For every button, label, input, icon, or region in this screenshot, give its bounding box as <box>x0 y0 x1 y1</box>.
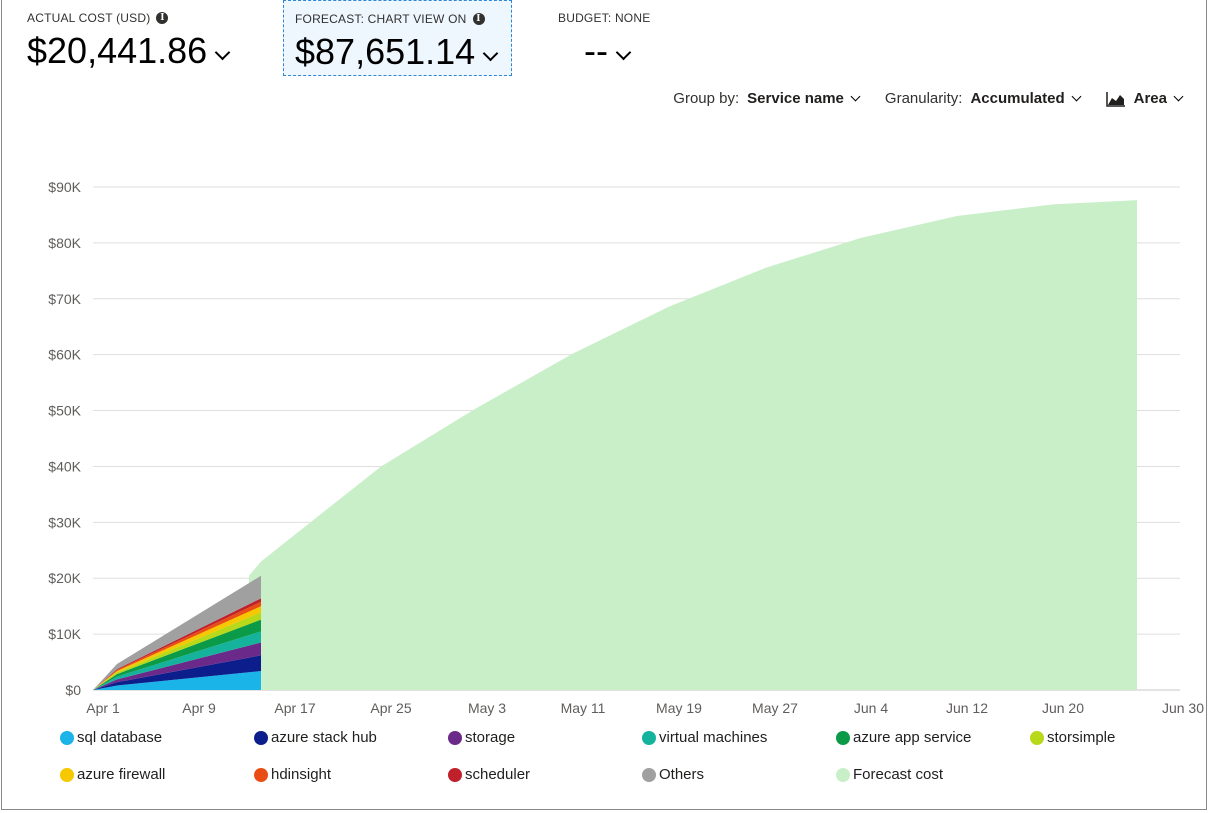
info-icon[interactable]: i <box>156 12 169 24</box>
legend-label: scheduler <box>465 766 531 783</box>
group-by-value: Service name <box>747 90 844 107</box>
granularity-dropdown[interactable]: Granularity: Accumulated <box>884 90 1082 107</box>
legend-label: azure app service <box>853 729 972 746</box>
legend-swatch-icon <box>60 767 74 782</box>
series-area-virtual-machines <box>93 631 261 690</box>
actual-cost-label-row: ACTUAL COST (USD) i <box>27 0 228 36</box>
actual-cost-value: $20,441.86 <box>27 30 208 71</box>
series-area-storage <box>93 642 261 690</box>
chart-legend: sql database azure stack hub storage virtua… <box>60 728 1210 784</box>
granularity-label: Granularity: <box>884 90 963 107</box>
legend-item[interactable]: Others <box>642 765 836 784</box>
info-icon[interactable]: i <box>472 13 485 25</box>
legend-item[interactable]: hdinsight <box>254 765 448 784</box>
y-tick-label: $40K <box>48 458 81 474</box>
forecast-value-row: $87,651.14 <box>295 31 511 72</box>
legend-label: Others <box>659 766 705 783</box>
budget-value-row: -- <box>558 30 650 71</box>
x-tick-label: Jun 4 <box>854 700 888 716</box>
budget-value: -- <box>584 30 608 71</box>
actual-cost-value-row: $20,441.86 <box>27 30 231 71</box>
legend-swatch-icon <box>642 767 656 782</box>
forecast-label: FORECAST: CHART VIEW ON <box>295 12 467 26</box>
legend-item[interactable]: azure firewall <box>60 765 254 784</box>
legend-swatch-icon <box>1030 730 1044 745</box>
legend-item[interactable]: storsimple <box>1030 728 1180 747</box>
group-by-dropdown[interactable]: Group by: Service name <box>673 90 861 107</box>
x-tick-label: May 3 <box>468 700 506 716</box>
area-chart-icon <box>1105 91 1125 107</box>
forecast-area <box>249 200 1137 690</box>
budget-label-row: BUDGET: NONE <box>558 0 650 36</box>
legend-label: hdinsight <box>271 766 332 783</box>
y-tick-label: $20K <box>48 570 81 586</box>
budget-kpi[interactable]: BUDGET: NONE -- <box>558 0 650 71</box>
x-tick-label: May 11 <box>561 700 606 716</box>
chart-toolbar: Group by: Service name Granularity: Accu… <box>673 90 1184 107</box>
legend-item[interactable]: sql database <box>60 728 254 747</box>
legend-item[interactable]: azure app service <box>836 728 1030 747</box>
series-area-sql-database <box>93 670 261 690</box>
legend-swatch-icon <box>642 730 656 745</box>
y-tick-label: $80K <box>48 235 81 251</box>
forecast-kpi[interactable]: FORECAST: CHART VIEW ON i $87,651.14 <box>283 0 512 76</box>
legend-swatch-icon <box>448 730 462 745</box>
legend-label: azure firewall <box>77 766 166 783</box>
legend-label: storage <box>465 729 516 746</box>
legend-item[interactable]: azure stack hub <box>254 728 448 747</box>
x-tick-label: Apr 1 <box>86 700 120 716</box>
series-area-others <box>93 575 261 690</box>
legend-label: virtual machines <box>659 729 768 746</box>
actual-cost-kpi[interactable]: ACTUAL COST (USD) i $20,441.86 <box>27 0 231 71</box>
x-tick-label: Jun 20 <box>1042 700 1084 716</box>
y-tick-label: $90K <box>48 179 81 195</box>
x-tick-label: Apr 9 <box>182 700 216 716</box>
forecast-label-row: FORECAST: CHART VIEW ON i <box>295 1 511 37</box>
legend-item[interactable]: Forecast cost <box>836 765 1030 784</box>
chart-type-value: Area <box>1133 90 1167 107</box>
y-tick-label: $60K <box>48 347 81 363</box>
x-tick-label: Apr 25 <box>370 700 411 716</box>
legend-label: Forecast cost <box>853 766 944 783</box>
legend-label: sql database <box>77 729 163 746</box>
legend-swatch-icon <box>836 767 850 782</box>
series-area-azure-app-service <box>93 619 261 690</box>
forecast-value: $87,651.14 <box>295 31 476 72</box>
legend-swatch-icon <box>254 767 268 782</box>
accumulated-cost-chart: $0 $10K $20K $30K $40K $50K $60K $70K $80K $90K Ap… <box>48 179 1204 716</box>
y-tick-label: $50K <box>48 403 81 419</box>
y-tick-label: $0 <box>65 682 81 698</box>
series-area-hdinsight <box>93 601 261 690</box>
x-tick-label: May 19 <box>656 700 702 716</box>
group-by-label: Group by: <box>673 90 740 107</box>
x-tick-label: Apr 17 <box>274 700 315 716</box>
chart-type-dropdown[interactable]: Area <box>1105 90 1184 107</box>
legend-label: storsimple <box>1047 729 1116 746</box>
x-tick-label: Jun 12 <box>946 700 988 716</box>
legend-label: azure stack hub <box>271 729 377 746</box>
actual-cost-label: ACTUAL COST (USD) <box>27 11 151 25</box>
budget-label: BUDGET: NONE <box>558 11 651 25</box>
series-area-storsimple <box>93 612 261 690</box>
series-area-azure-stack-hub <box>93 655 261 690</box>
y-tick-label: $10K <box>48 626 81 642</box>
legend-swatch-icon <box>254 730 268 745</box>
series-area-azure-firewall <box>93 606 261 690</box>
legend-item[interactable]: virtual machines <box>642 728 836 747</box>
granularity-value: Accumulated <box>970 90 1065 107</box>
legend-swatch-icon <box>60 730 74 745</box>
legend-swatch-icon <box>836 730 850 745</box>
legend-item[interactable]: scheduler <box>448 765 642 784</box>
legend-swatch-icon <box>448 767 462 782</box>
y-tick-label: $70K <box>48 291 81 307</box>
x-tick-label: May 27 <box>752 700 798 716</box>
series-area-scheduler <box>93 598 261 690</box>
legend-item[interactable]: storage <box>448 728 642 747</box>
x-tick-label: Jun 30 <box>1162 700 1204 716</box>
y-tick-label: $30K <box>48 514 81 530</box>
